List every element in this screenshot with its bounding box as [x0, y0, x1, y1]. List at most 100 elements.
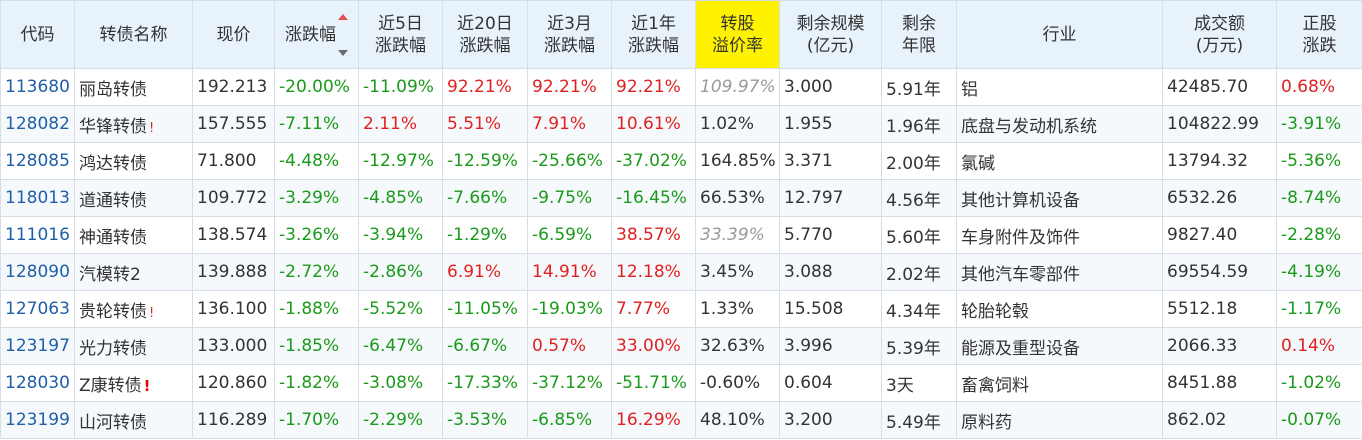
bond-code-link[interactable]: 123199: [0, 401, 75, 439]
m3-cell: 14.91%: [527, 253, 612, 291]
col-header-stock[interactable]: 正股 涨跌: [1276, 0, 1362, 69]
col-header-change[interactable]: 涨跌幅: [274, 0, 359, 69]
d5-cell: -4.85%: [358, 179, 443, 217]
term-cell: 5.91年: [881, 68, 957, 106]
bond-code-link[interactable]: 128030: [0, 364, 75, 402]
industry-cell: 底盘与发动机系统: [956, 105, 1163, 143]
stock-change-cell: 0.68%: [1276, 68, 1362, 106]
table-row[interactable]: 113680 丽岛转债 192.213 -20.00% -11.09% 92.21% 92.…: [0, 68, 1362, 106]
bond-name[interactable]: 光力转债: [74, 327, 193, 365]
bond-code-link[interactable]: 118013: [0, 179, 75, 217]
y1-cell: 7.77%: [611, 290, 696, 328]
bond-name[interactable]: 鸿达转债: [74, 142, 193, 180]
d20-cell: -3.53%: [442, 401, 528, 439]
volume-cell: 13794.32: [1162, 142, 1277, 180]
d5-cell: -3.08%: [358, 364, 443, 402]
term-cell: 2.00年: [881, 142, 957, 180]
volume-cell: 5512.18: [1162, 290, 1277, 328]
table-row[interactable]: 128090 汽模转2 139.888 -2.72% -2.86% 6.91% 14.91%…: [0, 253, 1362, 291]
m3-cell: -9.75%: [527, 179, 612, 217]
d5-cell: -3.94%: [358, 216, 443, 254]
change-cell: -2.72%: [274, 253, 359, 291]
bond-name[interactable]: 丽岛转债: [74, 68, 193, 106]
table-row[interactable]: 123197 光力转债 133.000 -1.85% -6.47% -6.67% 0.57%…: [0, 327, 1362, 365]
bond-name-label: 汽模转2: [79, 264, 141, 285]
table-row[interactable]: 123199 山河转债 116.289 -1.70% -2.29% -3.53% -6.85…: [0, 401, 1362, 439]
change-cell: -1.70%: [274, 401, 359, 439]
bond-code-link[interactable]: 128085: [0, 142, 75, 180]
d20-cell: 92.21%: [442, 68, 528, 106]
m3-cell: -6.85%: [527, 401, 612, 439]
bond-name-label: 贵轮转债: [79, 301, 147, 322]
bond-code-link[interactable]: 128090: [0, 253, 75, 291]
bond-code-link[interactable]: 127063: [0, 290, 75, 328]
term-cell: 3天: [881, 364, 957, 402]
col-header-d20[interactable]: 近20日 涨跌幅: [442, 0, 528, 69]
bond-code-link[interactable]: 128082: [0, 105, 75, 143]
col-header-y1[interactable]: 近1年 涨跌幅: [611, 0, 696, 69]
m3-cell: -25.66%: [527, 142, 612, 180]
d20-cell: -6.67%: [442, 327, 528, 365]
bond-name[interactable]: 汽模转2: [74, 253, 193, 291]
header-row: 代码 转债名称 现价 涨跌幅 近5日 涨跌幅 近20日 涨跌幅 近3月 涨跌幅 近1年…: [0, 0, 1362, 69]
bond-name[interactable]: 贵轮转债!: [74, 290, 193, 328]
d20-cell: -1.29%: [442, 216, 528, 254]
col-header-scale[interactable]: 剩余规模 (亿元): [779, 0, 882, 69]
bond-name[interactable]: 神通转债: [74, 216, 193, 254]
change-cell: -1.85%: [274, 327, 359, 365]
bond-code-link[interactable]: 113680: [0, 68, 75, 106]
stock-change-cell: -0.07%: [1276, 401, 1362, 439]
bond-name[interactable]: 华锋转债!: [74, 105, 193, 143]
scale-cell: 3.371: [779, 142, 882, 180]
price-cell: 157.555: [192, 105, 275, 143]
term-cell: 2.02年: [881, 253, 957, 291]
bond-name[interactable]: 道通转债: [74, 179, 193, 217]
industry-cell: 其他计算机设备: [956, 179, 1163, 217]
col-header-term[interactable]: 剩余 年限: [881, 0, 957, 69]
premium-cell: 164.85%: [695, 142, 780, 180]
col-header-name[interactable]: 转债名称: [74, 0, 193, 69]
bond-name[interactable]: 山河转债: [74, 401, 193, 439]
change-cell: -7.11%: [274, 105, 359, 143]
d20-cell: -17.33%: [442, 364, 528, 402]
table-row[interactable]: 127063 贵轮转债! 136.100 -1.88% -5.52% -11.05% -19…: [0, 290, 1362, 328]
bond-name[interactable]: Z康转债!: [74, 364, 193, 402]
bond-code-link[interactable]: 123197: [0, 327, 75, 365]
stock-change-cell: -1.17%: [1276, 290, 1362, 328]
scale-cell: 3.996: [779, 327, 882, 365]
d20-cell: 6.91%: [442, 253, 528, 291]
term-cell: 5.39年: [881, 327, 957, 365]
table-row[interactable]: 128085 鸿达转债 71.800 -4.48% -12.97% -12.59% -25.…: [0, 142, 1362, 180]
volume-cell: 862.02: [1162, 401, 1277, 439]
table-row[interactable]: 128082 华锋转债! 157.555 -7.11% 2.11% 5.51% 7.91% 1…: [0, 105, 1362, 143]
scale-cell: 1.955: [779, 105, 882, 143]
y1-cell: 38.57%: [611, 216, 696, 254]
bond-code-link[interactable]: 111016: [0, 216, 75, 254]
col-header-d5[interactable]: 近5日 涨跌幅: [358, 0, 443, 69]
alert-flag-icon: !: [149, 305, 155, 321]
volume-cell: 9827.40: [1162, 216, 1277, 254]
premium-cell: 1.33%: [695, 290, 780, 328]
y1-cell: -37.02%: [611, 142, 696, 180]
volume-cell: 69554.59: [1162, 253, 1277, 291]
col-header-premium[interactable]: 转股 溢价率: [695, 0, 780, 69]
table-row[interactable]: 118013 道通转债 109.772 -3.29% -4.85% -7.66% -9.75…: [0, 179, 1362, 217]
d5-cell: -2.86%: [358, 253, 443, 291]
y1-cell: 16.29%: [611, 401, 696, 439]
sort-indicator-icon[interactable]: [338, 13, 348, 56]
col-header-volume[interactable]: 成交额 (万元): [1162, 0, 1277, 69]
bond-name-label: 鸿达转债: [79, 153, 147, 174]
col-header-price[interactable]: 现价: [192, 0, 275, 69]
table-row[interactable]: 111016 神通转债 138.574 -3.26% -3.94% -1.29% -6.59…: [0, 216, 1362, 254]
industry-cell: 原料药: [956, 401, 1163, 439]
d5-cell: -5.52%: [358, 290, 443, 328]
col-header-code[interactable]: 代码: [0, 0, 75, 69]
industry-cell: 畜禽饲料: [956, 364, 1163, 402]
col-header-industry[interactable]: 行业: [956, 0, 1163, 69]
table-row[interactable]: 128030 Z康转债! 120.860 -1.82% -3.08% -17.33% -37…: [0, 364, 1362, 402]
volume-cell: 8451.88: [1162, 364, 1277, 402]
price-cell: 109.772: [192, 179, 275, 217]
bond-name-label: 光力转债: [79, 338, 147, 359]
col-header-m3[interactable]: 近3月 涨跌幅: [527, 0, 612, 69]
